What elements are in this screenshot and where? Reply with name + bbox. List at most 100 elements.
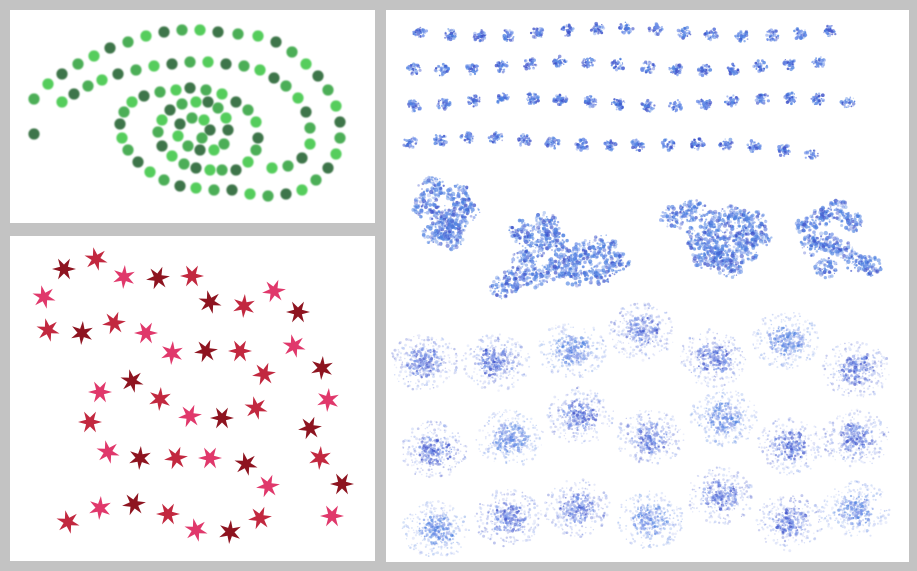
red-star [198, 290, 222, 314]
green-dot [122, 36, 134, 48]
red-star [84, 247, 108, 271]
green-dot [312, 70, 324, 82]
green-dot [28, 128, 40, 140]
red-star [298, 416, 322, 440]
green-dot [252, 132, 264, 144]
red-star [71, 321, 93, 345]
green-dot [156, 114, 168, 126]
green-dot [304, 122, 316, 134]
red-star [252, 362, 276, 386]
green-dot [176, 98, 188, 110]
red-star-brush-panel [10, 236, 375, 561]
green-dot [190, 182, 202, 194]
red-star [89, 496, 111, 520]
blue-speckle-canvas [391, 21, 891, 557]
green-dot [56, 96, 68, 108]
green-dot [200, 84, 212, 96]
green-dot [270, 36, 282, 48]
green-dot [216, 164, 228, 176]
green-dot [72, 58, 84, 70]
green-dot [190, 96, 202, 108]
green-dot [244, 188, 256, 200]
red-star [146, 266, 170, 290]
green-dot [230, 164, 242, 176]
red-star [36, 318, 60, 342]
red-star [113, 265, 135, 289]
green-dot [296, 152, 308, 164]
green-dot [130, 64, 142, 76]
green-dot-brush-panel [10, 10, 375, 223]
red-star [210, 407, 234, 429]
green-dot [96, 74, 108, 86]
green-dot [166, 58, 178, 70]
green-dot [184, 82, 196, 94]
green-dot [252, 30, 264, 42]
green-dot [112, 68, 124, 80]
red-star [234, 452, 258, 476]
green-dot [280, 80, 292, 92]
green-dot [220, 58, 232, 70]
green-dot [304, 138, 316, 150]
green-dot [212, 102, 224, 114]
green-spiral-canvas [28, 24, 346, 202]
green-dot [286, 46, 298, 58]
red-star [330, 473, 354, 495]
green-dot [322, 162, 334, 174]
red-star [219, 520, 241, 544]
green-dot [138, 90, 150, 102]
red-star [96, 440, 120, 464]
green-dot [116, 132, 128, 144]
green-dot [266, 162, 278, 174]
green-dot [176, 24, 188, 36]
green-dot [104, 42, 116, 54]
green-dot [330, 100, 342, 112]
green-dot [132, 156, 144, 168]
red-star [286, 301, 310, 323]
green-dot [212, 26, 224, 38]
red-star [78, 411, 102, 433]
green-dot [250, 116, 262, 128]
green-dot [334, 132, 346, 144]
green-dot [172, 130, 184, 142]
red-star [161, 341, 183, 365]
red-star [52, 258, 76, 280]
blue-speckle-brush-panel [386, 10, 909, 562]
red-star [180, 265, 204, 287]
green-dot [226, 184, 238, 196]
green-dot [310, 174, 322, 186]
green-dot [82, 80, 94, 92]
green-dot [140, 30, 152, 42]
green-dot [158, 174, 170, 186]
green-dot [216, 88, 228, 100]
green-dot [186, 112, 198, 124]
green-dot [204, 124, 216, 136]
green-dot [202, 96, 214, 108]
green-dot [56, 68, 68, 80]
blue-speckle-layer [391, 21, 891, 557]
green-dot [208, 144, 220, 156]
green-dot [28, 93, 40, 105]
red-star [32, 285, 56, 309]
green-dot [144, 166, 156, 178]
green-dot [204, 164, 216, 176]
green-dot [222, 124, 234, 136]
green-dot [300, 106, 312, 118]
red-star [120, 369, 144, 393]
green-dot [230, 96, 242, 108]
red-star [282, 334, 306, 358]
red-star [309, 446, 331, 470]
red-star [56, 510, 80, 534]
red-star [262, 279, 286, 303]
red-star [320, 505, 344, 527]
green-dot [174, 118, 186, 130]
red-star [256, 474, 280, 498]
red-star [88, 381, 112, 403]
green-dot [282, 160, 294, 172]
red-star [178, 404, 202, 428]
green-dot [202, 56, 214, 68]
green-dot [268, 72, 280, 84]
red-star [156, 503, 180, 525]
red-star [129, 446, 151, 470]
green-dot [88, 50, 100, 62]
red-star [311, 356, 333, 380]
